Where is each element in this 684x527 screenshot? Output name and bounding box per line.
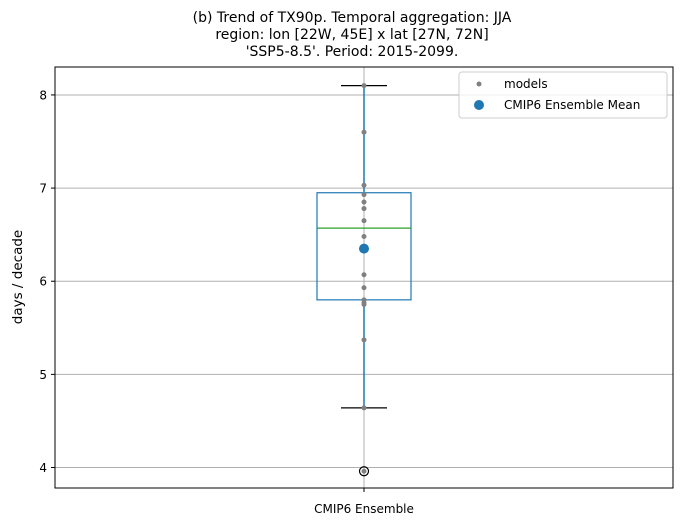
model-point	[361, 182, 367, 188]
title-line-2: region: lon [22W, 45E] x lat [27N, 72N]	[215, 27, 488, 43]
model-point	[361, 285, 367, 291]
legend: models CMIP6 Ensemble Mean	[458, 71, 668, 119]
outlier-marker	[358, 466, 370, 477]
y-axis: 4 5 6 7 8	[39, 88, 55, 475]
y-tick-label: 8	[39, 88, 47, 102]
legend-label-models: models	[504, 77, 548, 91]
model-point	[361, 192, 367, 198]
model-point	[361, 206, 367, 212]
ensemble-mean-point	[359, 243, 369, 254]
y-tick-label: 5	[39, 368, 47, 382]
model-point	[361, 302, 367, 308]
y-tick-label: 4	[39, 461, 47, 475]
model-point	[361, 337, 367, 343]
y-tick-label: 7	[39, 182, 47, 196]
model-point	[361, 405, 367, 411]
legend-marker-ensemble-mean	[474, 100, 484, 110]
legend-frame	[458, 71, 668, 119]
y-axis-label: days / decade	[10, 230, 26, 324]
model-point	[361, 199, 367, 205]
chart-title: (b) Trend of TX90p. Temporal aggregation…	[193, 10, 512, 60]
legend-marker-models	[476, 81, 482, 87]
model-point	[361, 83, 367, 89]
model-point	[361, 218, 367, 224]
model-point	[361, 129, 367, 135]
x-axis: CMIP6 Ensemble	[314, 488, 414, 516]
model-point	[361, 272, 367, 278]
model-point	[361, 234, 367, 240]
model-point	[361, 468, 367, 474]
y-tick-label: 6	[39, 275, 47, 289]
x-tick-label: CMIP6 Ensemble	[314, 502, 414, 516]
title-line-3: 'SSP5-8.5'. Period: 2015-2099.	[246, 44, 459, 60]
title-line-1: (b) Trend of TX90p. Temporal aggregation…	[193, 10, 512, 26]
model-points	[359, 83, 369, 474]
legend-label-ensemble-mean: CMIP6 Ensemble Mean	[504, 98, 640, 112]
